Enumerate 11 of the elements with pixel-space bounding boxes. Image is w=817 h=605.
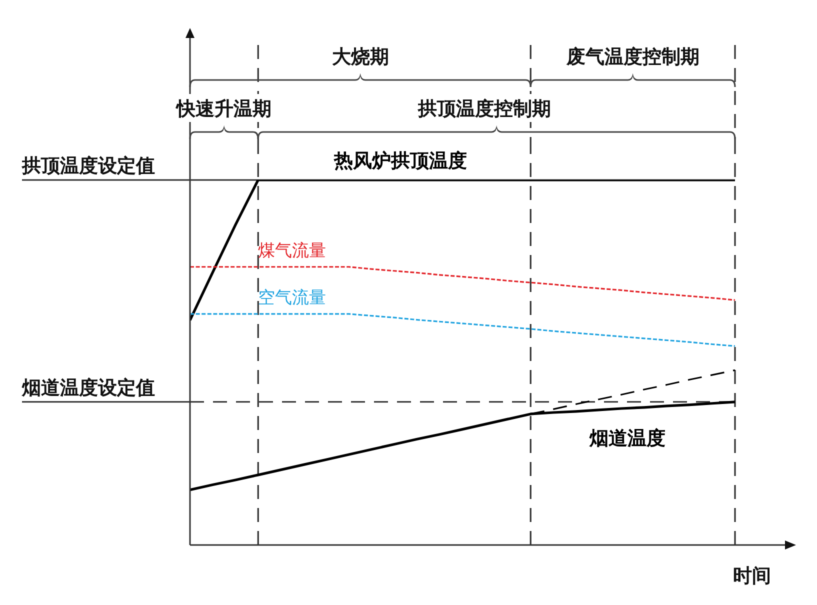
ref-line-label: 拱顶温度设定值: [21, 155, 155, 177]
series-label: 煤气流量: [258, 240, 326, 261]
text: 快速升温期: [174, 98, 272, 120]
series-label: 空气流量: [258, 288, 326, 308]
text: 拱顶温度控制期: [417, 98, 552, 120]
x-axis-title: 时间: [733, 565, 771, 587]
series-label: 烟道温度: [588, 427, 666, 450]
text: 废气温度控制期: [565, 46, 700, 68]
ref-line-label: 烟道温度设定值: [21, 376, 155, 399]
text: 大烧期: [332, 46, 389, 68]
series-label: 热风炉拱顶温度: [332, 150, 467, 172]
